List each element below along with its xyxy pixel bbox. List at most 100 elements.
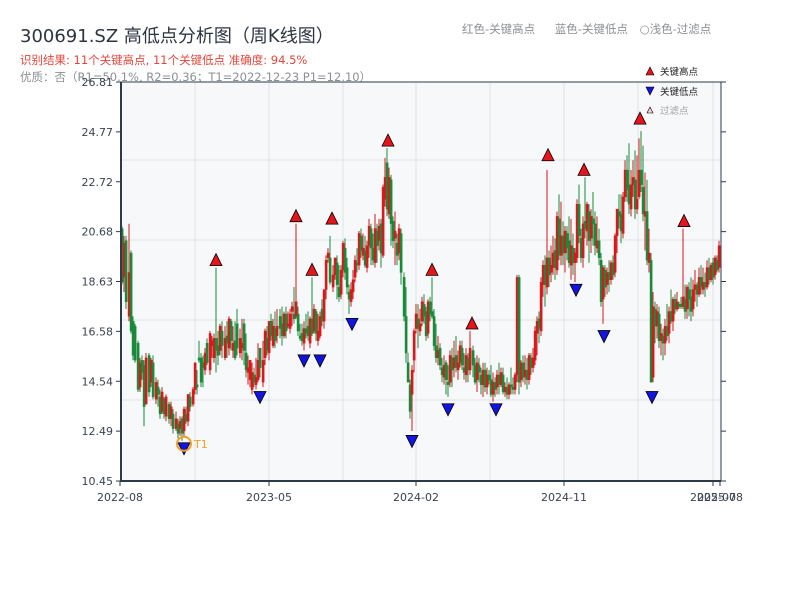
- candle-body: [639, 169, 643, 185]
- y-tick-label: 12.49: [82, 425, 114, 438]
- t1-ring-icon: [176, 435, 192, 452]
- plot-area: [121, 82, 721, 481]
- candle-body: [199, 357, 203, 383]
- y-tick-label: 14.54: [82, 375, 114, 388]
- candle-body: [412, 330, 416, 361]
- key-high-marker-icon: [577, 162, 591, 176]
- candle-body: [402, 277, 406, 317]
- candle-body: [717, 245, 721, 268]
- legend-red-high: 红色-关键高点: [462, 22, 536, 36]
- candle-body: [381, 186, 385, 256]
- low-marker-icon: [645, 86, 655, 96]
- x-tick-label: 2023-05: [246, 491, 292, 504]
- candle-body: [335, 262, 339, 285]
- candle-body: [430, 311, 434, 317]
- x-axis-ticks: 2022-08 2023-05 2024-02 2024-11 2025-072025-…: [97, 481, 743, 504]
- candle-body: [156, 386, 160, 395]
- candle-body: [426, 301, 430, 334]
- candle-body: [353, 260, 357, 278]
- candle-body: [477, 364, 481, 373]
- candle-body: [195, 384, 199, 388]
- candle-body: [261, 360, 265, 383]
- y-tick-label: 24.77: [82, 126, 114, 139]
- candle-body: [284, 313, 288, 332]
- candle-body: [193, 362, 197, 390]
- key-point-markers: T1: [176, 111, 691, 456]
- candle-body: [446, 382, 450, 385]
- candle-body: [314, 311, 318, 334]
- candle-body: [593, 223, 597, 246]
- quality-summary: 优质：否（R1=50.1%, R2=0.36；T1=2022-12-23 P1=…: [20, 70, 372, 84]
- candle-body: [471, 350, 475, 366]
- y-tick-label: 20.68: [82, 226, 114, 239]
- legend-light-filtered: ○浅色-过滤点: [639, 22, 712, 36]
- candle-body: [331, 274, 335, 288]
- candle-body: [191, 389, 195, 405]
- y-axis-ticks: 26.81 24.77 22.72 20.68 18.63 16.58 14.54 12.49…: [82, 76, 726, 488]
- candle-body: [124, 240, 128, 302]
- candle-body: [597, 240, 601, 259]
- y-tick-label: 22.72: [82, 176, 114, 189]
- key-high-marker-icon: [633, 111, 647, 125]
- candle-body: [343, 247, 347, 273]
- candle-body: [345, 267, 349, 288]
- candle-body: [144, 357, 148, 405]
- candle-body: [258, 347, 262, 368]
- candle-body: [220, 330, 224, 346]
- x-tick-label: 2025-07: [690, 491, 736, 504]
- key-low-marker-icon: [645, 391, 659, 405]
- candle-body: [625, 169, 629, 190]
- key-high-marker-icon: [305, 262, 319, 276]
- candle-body: [169, 406, 173, 420]
- top-color-legend: 红色-关键高点 蓝色-关键低点 ○浅色-过滤点: [462, 21, 711, 37]
- candle-body: [428, 301, 432, 315]
- key-low-marker-icon: [253, 391, 267, 405]
- candle-body: [294, 301, 298, 317]
- candle-body: [151, 362, 155, 398]
- x-tick-label: 2024-11: [541, 491, 587, 504]
- candle-body: [487, 374, 491, 380]
- candle-body: [267, 321, 271, 354]
- candle-body: [635, 199, 639, 210]
- candle-body: [501, 374, 505, 393]
- candle-body: [591, 218, 595, 224]
- candle-body: [629, 184, 633, 210]
- candle-body: [509, 384, 513, 388]
- key-low-marker-icon: [597, 330, 611, 344]
- candle-body: [657, 313, 661, 341]
- candle-body: [302, 328, 306, 344]
- key-high-marker-icon: [289, 208, 303, 223]
- candle-body: [422, 303, 426, 317]
- candle-body: [322, 289, 326, 322]
- candle-body: [399, 233, 403, 273]
- candle-body: [288, 313, 292, 329]
- candle-body: [326, 252, 330, 259]
- candle-body: [339, 269, 343, 295]
- legend-high-label: 关键高点: [660, 66, 699, 78]
- result-summary: 识别结果: 11个关键高点, 11个关键低点 准确度: 94.5%: [20, 53, 308, 67]
- key-low-marker-icon: [569, 283, 583, 298]
- candle-body: [589, 216, 593, 239]
- candle-body: [164, 396, 168, 417]
- candle-body: [133, 325, 137, 361]
- candle-body: [233, 340, 237, 359]
- candle-body: [406, 362, 410, 383]
- candle-body: [513, 374, 517, 390]
- candle-body: [214, 338, 218, 351]
- y-tick-label: 18.63: [82, 276, 114, 289]
- candle-body: [351, 279, 355, 293]
- candle-body: [633, 179, 637, 210]
- candle-body: [687, 289, 691, 300]
- candle-body: [389, 179, 393, 224]
- candle-body: [641, 186, 645, 215]
- key-low-marker-icon: [297, 354, 311, 368]
- key-high-marker-icon: [465, 316, 479, 330]
- x-tick-label: 2025-08: [697, 491, 743, 504]
- key-high-marker-icon: [325, 211, 339, 225]
- key-low-marker-icon: [345, 317, 359, 332]
- candle-body: [549, 264, 553, 273]
- plot-legend: 关键高点 关键低点 过滤点: [645, 66, 699, 117]
- key-high-marker-icon: [425, 262, 439, 276]
- candle-body: [275, 325, 279, 337]
- candle-body: [349, 289, 353, 302]
